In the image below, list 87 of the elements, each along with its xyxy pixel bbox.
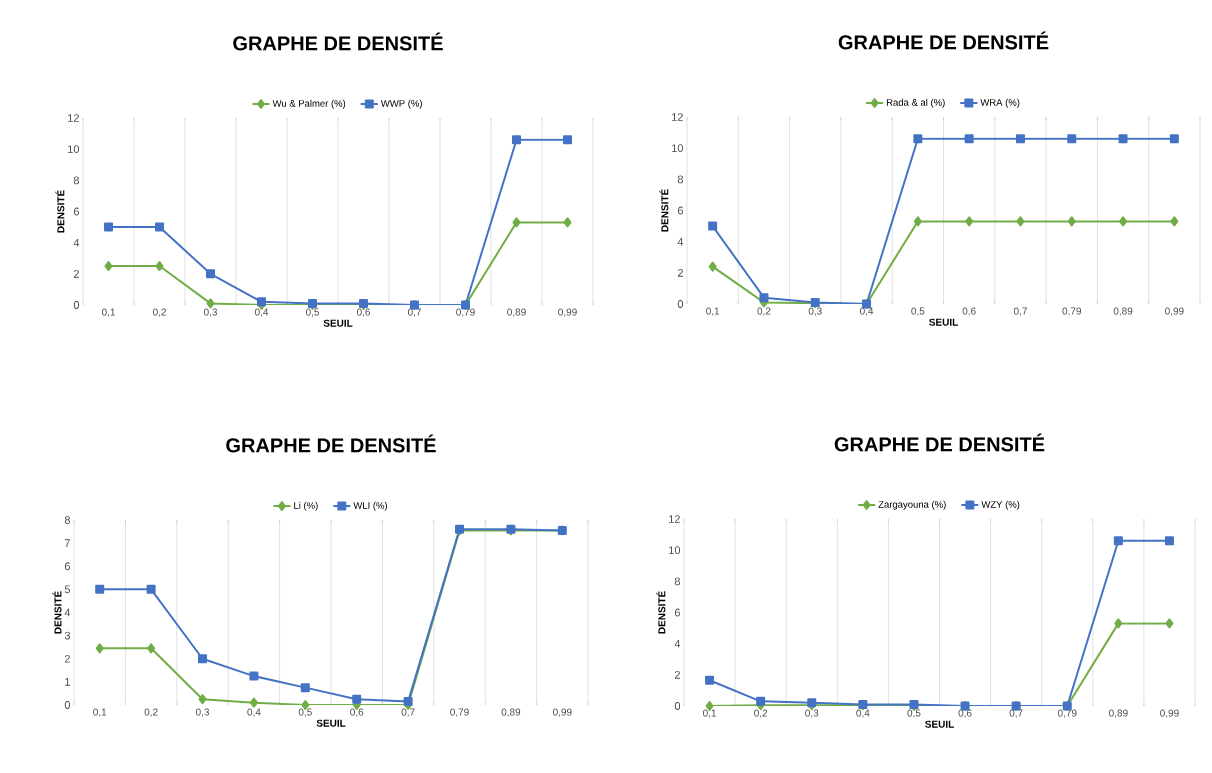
- y-tick-label: 7: [64, 539, 70, 547]
- x-tick-label: 0,89: [507, 308, 526, 317]
- x-tick-label: 0,5: [907, 709, 921, 718]
- x-tick-label: 0,99: [1160, 709, 1179, 718]
- x-tick-label: 0,3: [203, 308, 218, 317]
- legend-label: WLI (%): [353, 501, 388, 511]
- y-tick-label: 1: [65, 678, 70, 686]
- y-tick-label: 8: [73, 176, 79, 185]
- legend-label: WRA (%): [980, 98, 1020, 108]
- y-tick-label: 8: [64, 516, 70, 524]
- y-tick-label: 0: [64, 701, 71, 709]
- x-tick-label: 0,89: [501, 708, 521, 717]
- y-tick-label: 12: [68, 114, 79, 122]
- y-tick-label: 8: [677, 175, 683, 184]
- x-tick-label: 0,3: [808, 307, 822, 316]
- x-tick-label: 0,2: [144, 708, 158, 717]
- x-tick-label: 0,6: [350, 708, 364, 717]
- y-tick-label: 12: [672, 113, 683, 121]
- x-tick-label: 0,1: [706, 307, 720, 316]
- x-tick-label: 0,4: [860, 307, 874, 316]
- x-axis-title: SEUIL: [925, 720, 954, 728]
- y-tick-label: 3: [64, 631, 70, 640]
- x-tick-label: 0,2: [754, 709, 768, 718]
- x-tick-label: 0,2: [152, 308, 166, 317]
- y-tick-label: 4: [674, 639, 681, 648]
- x-tick-label: 0,4: [254, 308, 269, 317]
- x-tick-label: 0,5: [305, 308, 320, 317]
- x-tick-label: 0,79: [450, 708, 469, 717]
- x-tick-label: 0,1: [93, 708, 107, 717]
- x-tick-label: 0,6: [356, 308, 371, 317]
- x-tick-label: 0,4: [856, 709, 870, 718]
- y-tick-label: 12: [669, 515, 680, 523]
- x-tick-label: 0,7: [401, 708, 415, 717]
- x-tick-label: 0,3: [195, 708, 210, 717]
- y-tick-label: 4: [677, 237, 684, 246]
- legend-label: WWP (%): [380, 99, 422, 109]
- x-axis-title: SEUIL: [929, 318, 958, 326]
- x-tick-label: 0,5: [298, 708, 312, 717]
- y-tick-label: 6: [64, 562, 70, 571]
- chart-title: GRAPHE DE DENSITÉ: [838, 31, 1049, 50]
- y-axis-title: DENSITÉ: [659, 189, 669, 232]
- y-tick-label: 8: [674, 577, 680, 586]
- x-tick-label: 0,89: [1113, 307, 1133, 316]
- x-tick-label: 0,3: [805, 709, 819, 718]
- y-tick-label: 2: [73, 269, 79, 278]
- chart-title: GRAPHE DE DENSITÉ: [226, 434, 436, 453]
- x-tick-label: 0,5: [911, 307, 925, 316]
- x-tick-label: 0,4: [247, 708, 261, 717]
- x-axis-title: SEUIL: [323, 319, 353, 327]
- x-tick-label: 0,89: [1109, 709, 1128, 718]
- y-axis-title: DENSITÉ: [55, 190, 65, 233]
- y-tick-label: 2: [64, 654, 70, 663]
- x-tick-label: 0,6: [962, 307, 976, 316]
- x-tick-label: 0,99: [558, 308, 577, 317]
- y-tick-label: 0: [73, 301, 80, 309]
- y-tick-label: 10: [68, 145, 80, 154]
- y-tick-label: 0: [677, 300, 684, 308]
- x-tick-label: 0,1: [101, 308, 115, 317]
- y-tick-label: 6: [73, 207, 79, 216]
- legend-label: Rada & al (%): [886, 98, 945, 108]
- x-tick-label: 0,7: [1009, 709, 1023, 718]
- y-tick-label: 10: [672, 144, 684, 153]
- y-tick-label: 4: [64, 608, 71, 617]
- x-tick-label: 0,2: [757, 307, 771, 316]
- legend-label: Zargayouna (%): [878, 500, 946, 510]
- y-tick-label: 6: [674, 608, 680, 617]
- x-tick-label: 0,99: [552, 708, 572, 717]
- y-tick-label: 4: [73, 238, 80, 247]
- x-tick-label: 0,1: [703, 709, 717, 718]
- legend-label: Wu & Palmer (%): [272, 99, 346, 109]
- x-tick-label: 0,7: [1013, 307, 1027, 316]
- x-tick-label: 0,6: [958, 709, 972, 718]
- x-axis-title: SEUIL: [316, 719, 346, 727]
- y-tick-label: 2: [677, 268, 683, 277]
- y-tick-label: 2: [674, 670, 680, 679]
- y-axis-title: DENSITÉ: [52, 591, 62, 634]
- y-axis-title: DENSITÉ: [656, 591, 666, 634]
- legend-label: Li (%): [294, 501, 318, 511]
- y-tick-label: 0: [674, 702, 681, 710]
- chart-title: GRAPHE DE DENSITÉ: [834, 433, 1045, 452]
- chart-title: GRAPHE DE DENSITÉ: [233, 32, 443, 51]
- x-tick-label: 0,99: [1165, 307, 1184, 316]
- x-tick-label: 0,79: [1062, 307, 1082, 316]
- legend-label: WZY (%): [981, 500, 1020, 510]
- y-tick-label: 5: [64, 585, 71, 594]
- y-tick-label: 6: [677, 206, 683, 215]
- y-tick-label: 10: [669, 546, 681, 555]
